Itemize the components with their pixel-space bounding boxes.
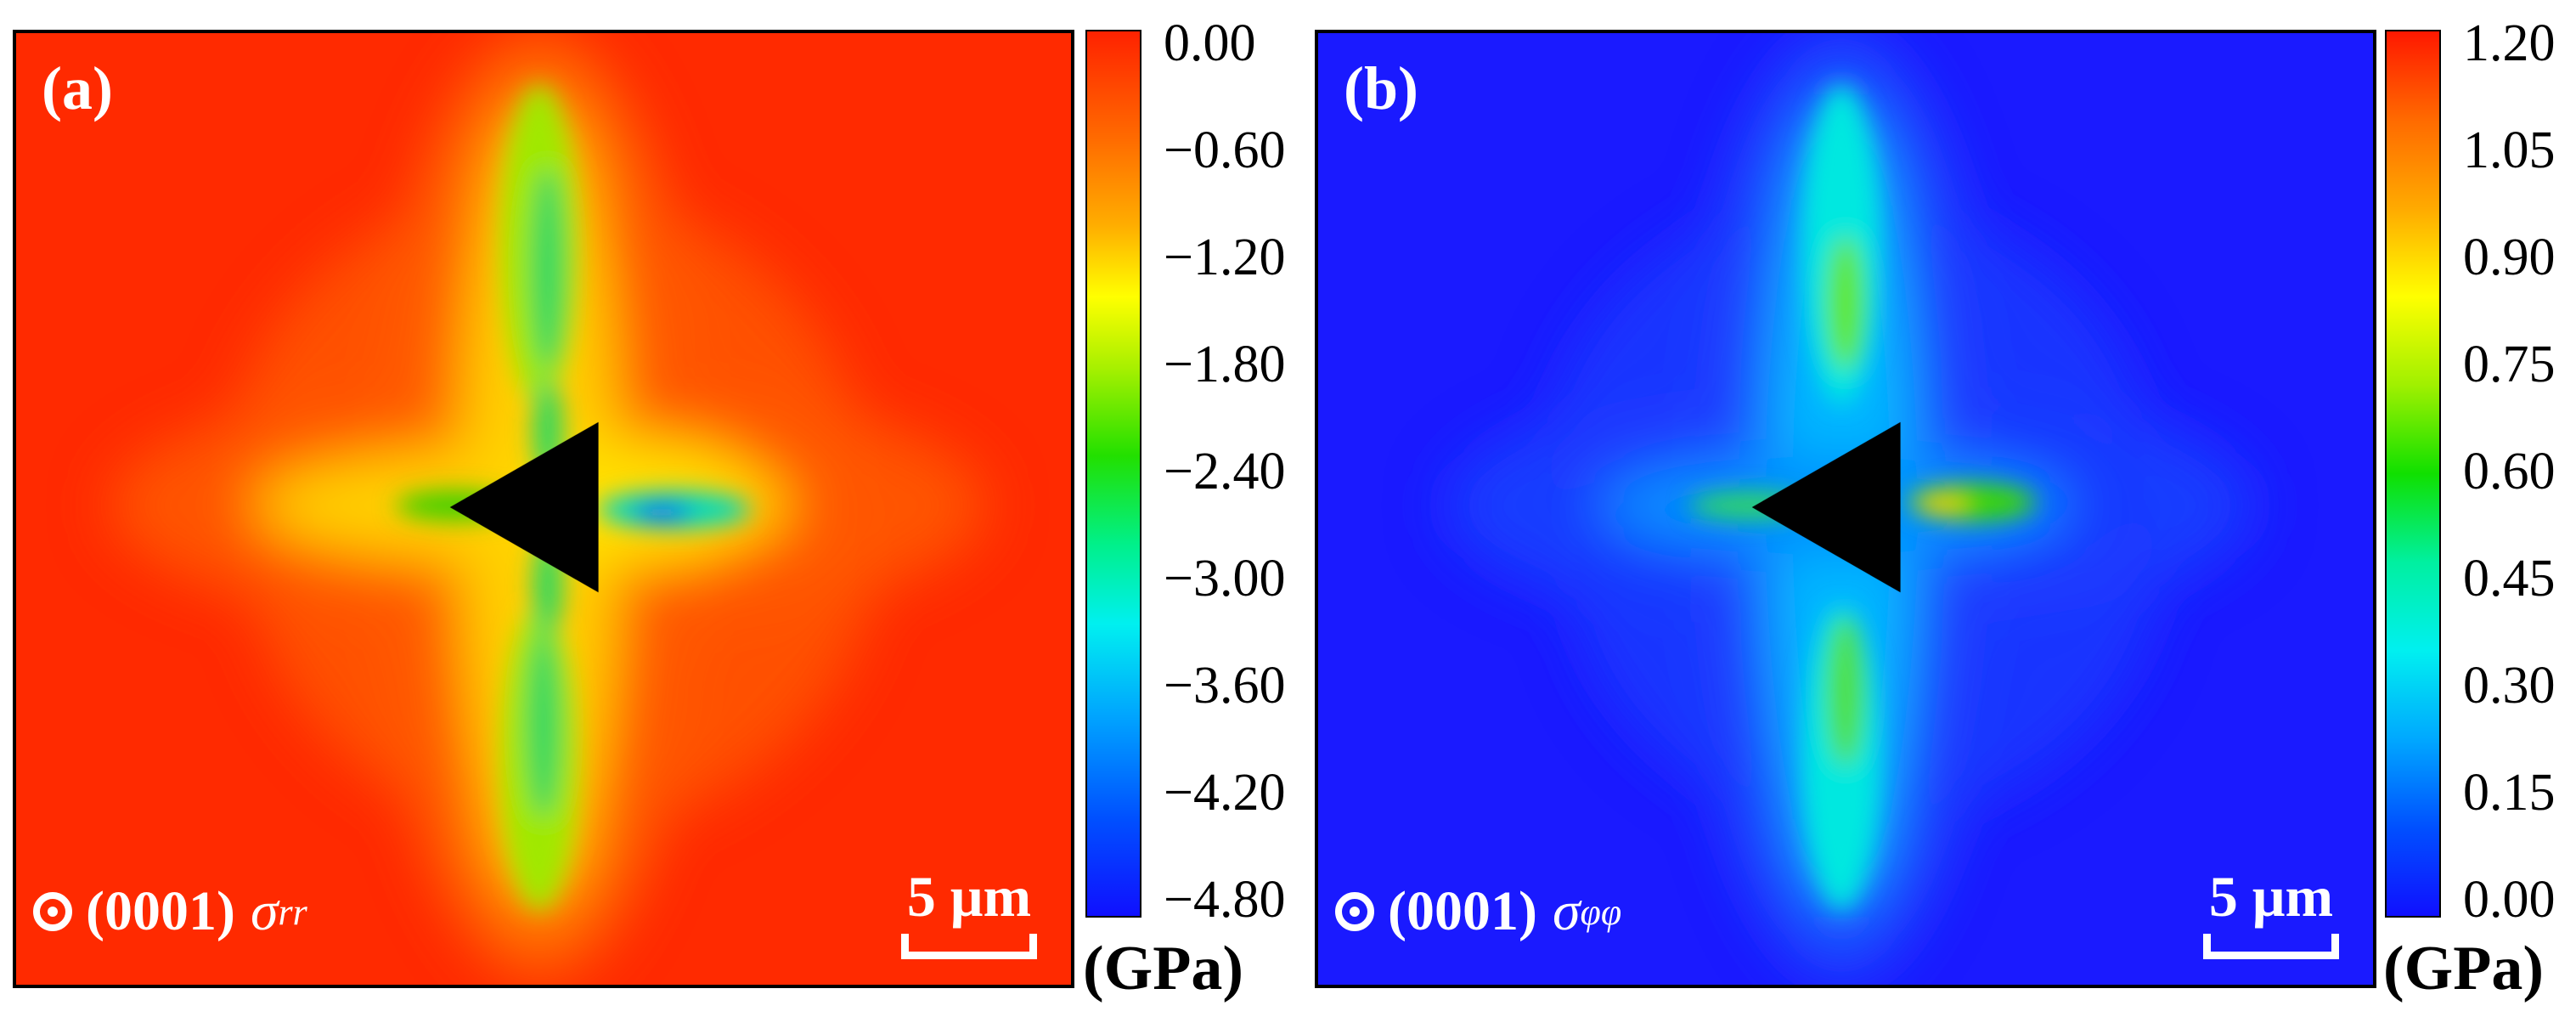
tick-b-4: 0.60 bbox=[2463, 443, 2556, 500]
scale-bar-line-a bbox=[901, 934, 1037, 959]
scale-bar-label-b: 5 μm bbox=[2208, 864, 2334, 929]
stress-field-b bbox=[1318, 33, 2373, 985]
scale-bar-label-a: 5 μm bbox=[906, 864, 1032, 929]
tick-b-8: 0.00 bbox=[2463, 871, 2556, 929]
caption-a: (0001) σ rr bbox=[33, 879, 307, 944]
scale-bar-line-b bbox=[2203, 934, 2339, 959]
tick-b-6: 0.30 bbox=[2463, 657, 2556, 715]
tick-b-2: 0.90 bbox=[2463, 229, 2556, 286]
stress-symbol-a: σ bbox=[250, 880, 279, 942]
unit-label-b: (GPa) bbox=[2383, 934, 2545, 1003]
indent-triangle-a bbox=[449, 421, 599, 593]
tick-b-1: 1.05 bbox=[2463, 121, 2556, 179]
tick-a-0: 0.00 bbox=[1164, 14, 1256, 72]
panel-label-b: (b) bbox=[1344, 54, 1418, 122]
stress-map-panel-a: (a) (0001) σ rr 5 μm bbox=[13, 30, 1074, 988]
tick-a-6: −3.60 bbox=[1164, 657, 1286, 715]
tick-b-3: 0.75 bbox=[2463, 336, 2556, 393]
scale-bar-b: 5 μm bbox=[2203, 867, 2339, 959]
plane-label-b: (0001) bbox=[1388, 880, 1537, 942]
tick-a-4: −2.40 bbox=[1164, 443, 1286, 500]
tick-b-5: 0.45 bbox=[2463, 550, 2556, 607]
caption-b: (0001) σ φφ bbox=[1335, 879, 1621, 944]
scale-bar-a: 5 μm bbox=[901, 867, 1037, 959]
tick-a-5: −3.00 bbox=[1164, 550, 1286, 607]
plane-label-a: (0001) bbox=[86, 880, 235, 942]
stress-symbol-b: σ bbox=[1552, 880, 1581, 942]
stress-map-panel-b: (b) (0001) σ φφ 5 μm bbox=[1315, 30, 2376, 988]
unit-label-a: (GPa) bbox=[1083, 934, 1244, 1003]
tick-b-7: 0.15 bbox=[2463, 764, 2556, 822]
tick-a-3: −1.80 bbox=[1164, 336, 1286, 393]
colorbar-b bbox=[2385, 30, 2441, 918]
out-of-plane-direction-icon bbox=[1335, 892, 1374, 931]
stress-subscript-a: rr bbox=[278, 890, 307, 933]
panel-label-a: (a) bbox=[42, 54, 113, 122]
tick-b-0: 1.20 bbox=[2463, 14, 2556, 72]
out-of-plane-direction-icon bbox=[33, 892, 72, 931]
tick-a-8: −4.80 bbox=[1164, 871, 1286, 929]
colorbar-a bbox=[1085, 30, 1141, 918]
stress-field-a bbox=[16, 33, 1071, 985]
stress-subscript-b: φφ bbox=[1580, 890, 1622, 933]
tick-a-1: −0.60 bbox=[1164, 121, 1286, 179]
indent-triangle-b bbox=[1751, 421, 1901, 593]
tick-a-7: −4.20 bbox=[1164, 764, 1286, 822]
tick-a-2: −1.20 bbox=[1164, 229, 1286, 286]
